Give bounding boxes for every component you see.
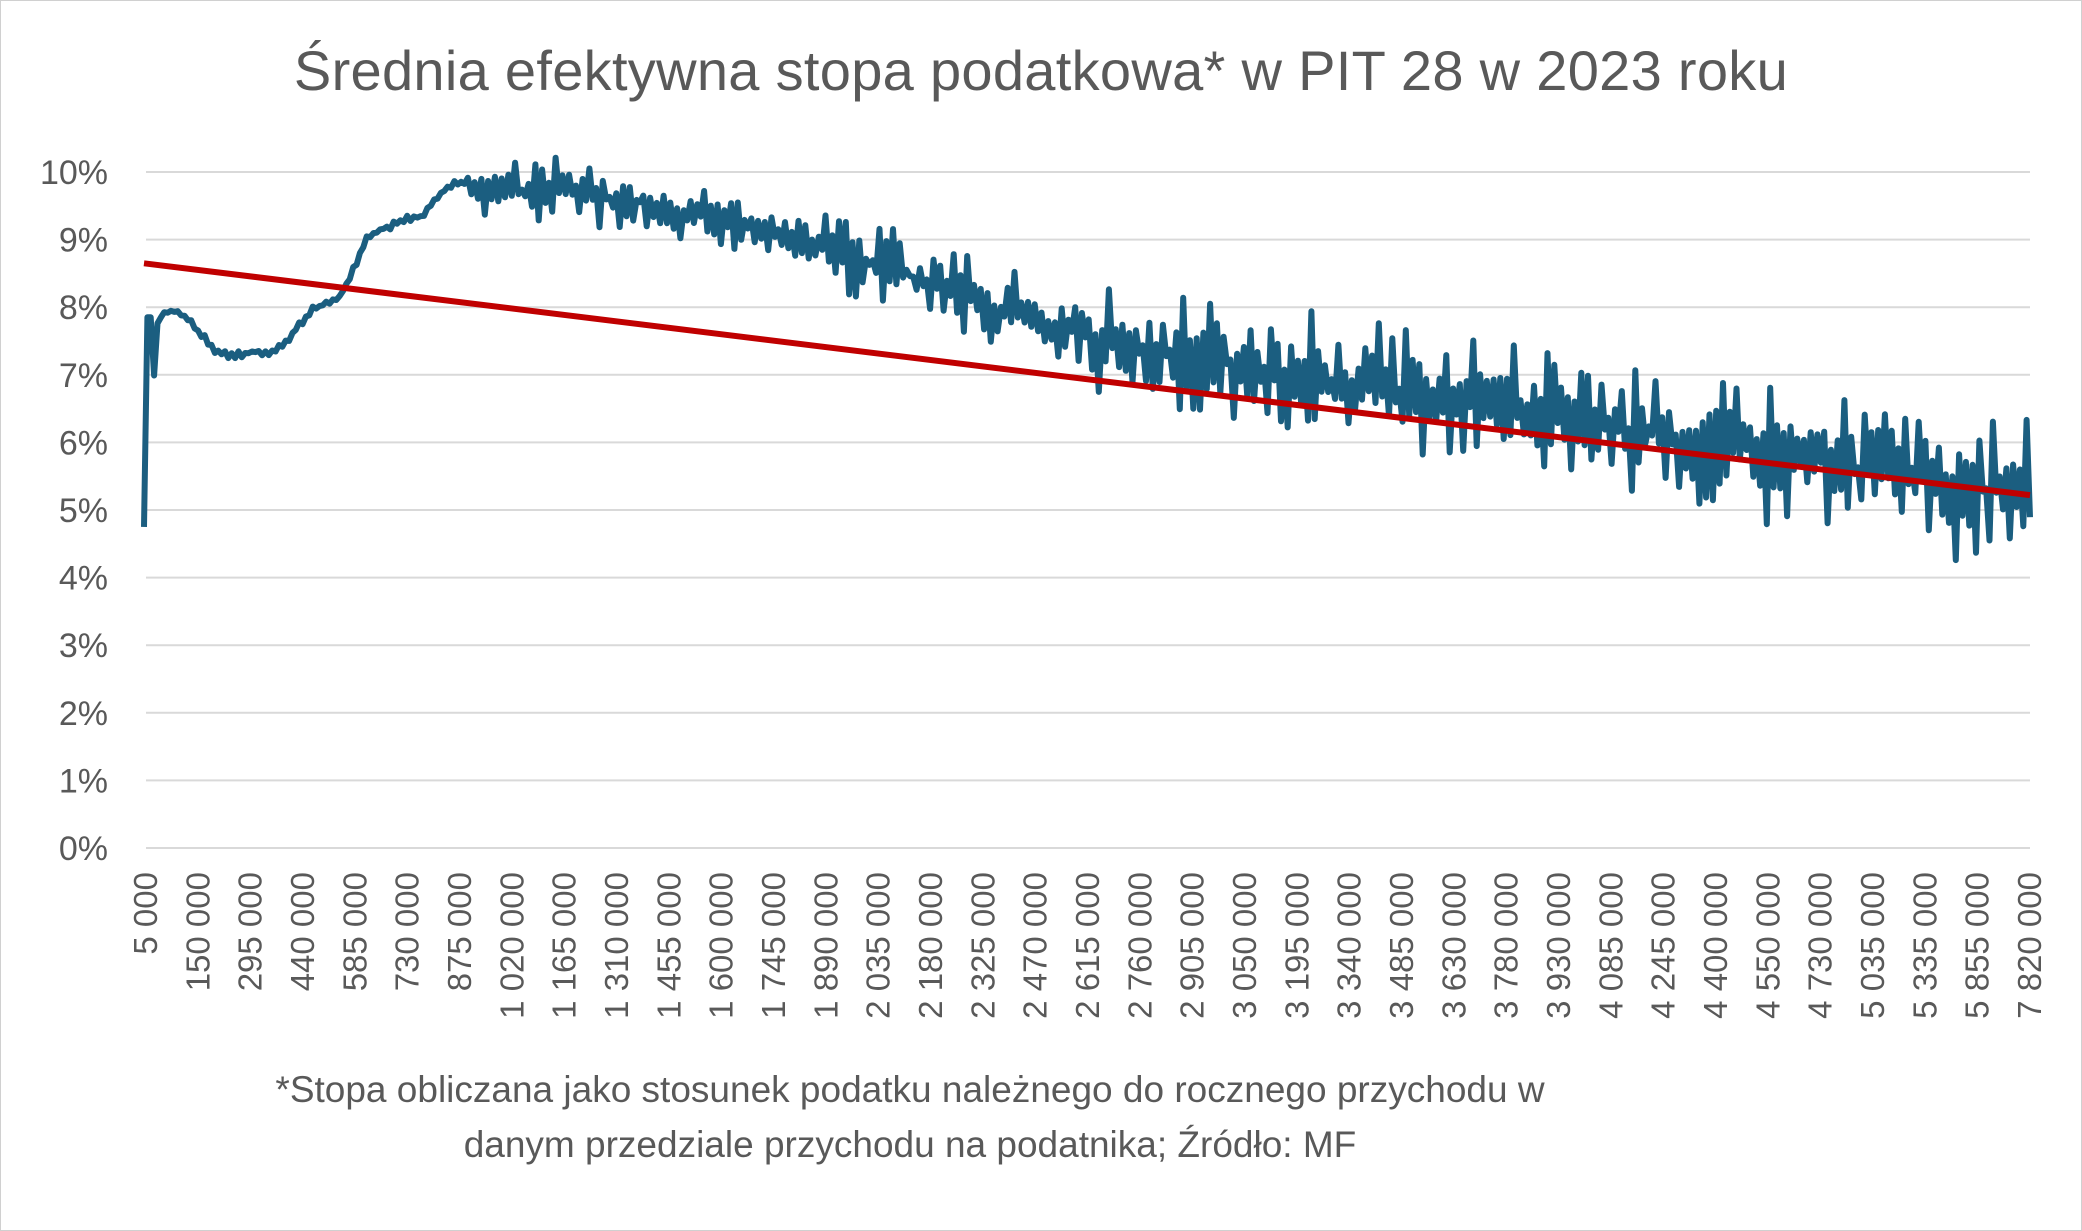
x-tick-label: 4 730 000 <box>1802 872 1839 1019</box>
y-tick-label: 8% <box>59 289 108 327</box>
x-tick-label: 2 325 000 <box>964 872 1001 1019</box>
series-group <box>141 154 2033 564</box>
x-tick-label: 2 470 000 <box>1017 872 1054 1019</box>
y-axis: 0% 1% 2% 3% 4% 5% 6% 7% 8% 9% 10% <box>40 154 108 868</box>
x-tick-label: 5 335 000 <box>1906 872 1943 1019</box>
y-tick-label: 2% <box>59 695 108 733</box>
x-tick-label: 1 890 000 <box>807 872 844 1019</box>
y-tick-label: 9% <box>59 222 108 260</box>
x-tick-label: 4 085 000 <box>1592 872 1629 1019</box>
trend-line <box>143 260 2031 499</box>
x-tick-label: 1 020 000 <box>493 872 530 1019</box>
y-tick-label: 7% <box>59 357 108 395</box>
x-tick-label: 1 745 000 <box>755 872 792 1019</box>
x-tick-label: 5 000 <box>127 872 164 955</box>
x-tick-label: 440 000 <box>284 872 321 991</box>
x-tick-label: 150 000 <box>179 872 216 991</box>
x-tick-label: 3 050 000 <box>1226 872 1263 1019</box>
x-tick-label: 2 035 000 <box>860 872 897 1019</box>
x-tick-label: 1 165 000 <box>546 872 583 1019</box>
x-tick-label: 3 630 000 <box>1435 872 1472 1019</box>
y-tick-label: 0% <box>59 830 108 868</box>
x-tick-label: 1 600 000 <box>703 872 740 1019</box>
x-tick-label: 2 905 000 <box>1174 872 1211 1019</box>
y-tick-label: 6% <box>59 424 108 462</box>
gridlines <box>146 171 2030 849</box>
footnote-line-1: *Stopa obliczana jako stosunek podatku n… <box>275 1069 1545 1110</box>
x-tick-label: 4 550 000 <box>1749 872 1786 1019</box>
y-tick-label: 4% <box>59 560 108 598</box>
y-tick-label: 1% <box>59 762 108 800</box>
x-tick-label: 2 615 000 <box>1069 872 1106 1019</box>
y-tick-label: 5% <box>59 492 108 530</box>
x-tick-label: 2 180 000 <box>912 872 949 1019</box>
x-tick-label: 875 000 <box>441 872 478 991</box>
x-axis: 5 000 150 000 295 000 440 000 585 000 730 000… <box>127 872 2048 1019</box>
x-tick-label: 3 930 000 <box>1540 872 1577 1019</box>
rate-series-line <box>141 154 2033 564</box>
x-tick-label: 5 855 000 <box>1959 872 1996 1019</box>
x-tick-label: 3 340 000 <box>1331 872 1368 1019</box>
x-tick-label: 4 400 000 <box>1697 872 1734 1019</box>
x-tick-label: 4 245 000 <box>1645 872 1682 1019</box>
x-tick-label: 5 035 000 <box>1854 872 1891 1019</box>
x-tick-label: 3 780 000 <box>1488 872 1525 1019</box>
x-tick-label: 3 485 000 <box>1383 872 1420 1019</box>
chart-title: Średnia efektywna stopa podatkowa* w PIT… <box>293 39 1789 102</box>
x-tick-label: 3 195 000 <box>1278 872 1315 1019</box>
x-tick-label: 295 000 <box>232 872 269 991</box>
x-tick-label: 7 820 000 <box>2011 872 2048 1019</box>
x-tick-label: 1 310 000 <box>598 872 635 1019</box>
x-tick-label: 585 000 <box>336 872 373 991</box>
footnote-line-2: danym przedziale przychodu na podatnika;… <box>463 1124 1357 1165</box>
y-tick-label: 3% <box>59 627 108 665</box>
x-tick-label: 2 760 000 <box>1121 872 1158 1019</box>
chart-footnote: *Stopa obliczana jako stosunek podatku n… <box>200 1062 1620 1172</box>
x-tick-label: 730 000 <box>389 872 426 991</box>
x-tick-label: 1 455 000 <box>650 872 687 1019</box>
y-tick-label: 10% <box>40 154 108 192</box>
